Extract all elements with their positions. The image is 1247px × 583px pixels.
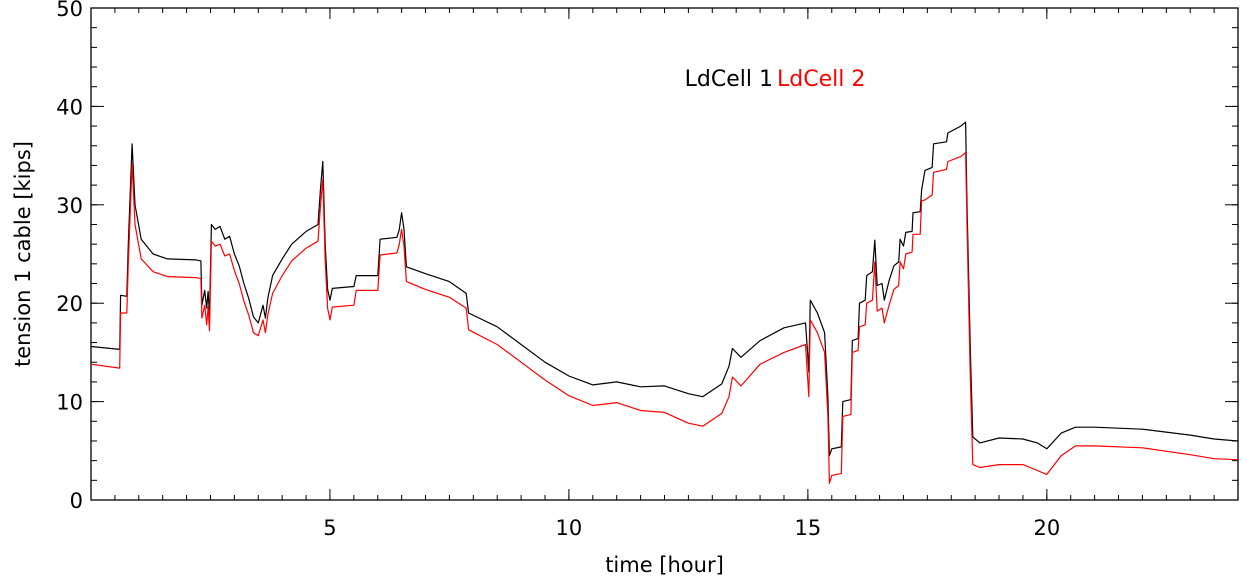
x-tick-label: 20: [1033, 516, 1060, 540]
y-tick-label: 50: [56, 0, 83, 21]
y-axis-title: tension 1 cable [kips]: [11, 141, 35, 367]
plot-frame: [90, 7, 1239, 501]
x-tick-label: 5: [323, 516, 336, 540]
plot-area: [90, 7, 1239, 501]
series-line-2: [90, 152, 1239, 484]
major-ticks: [91, 7, 1238, 501]
x-tick-labels: 5 10 15 20: [323, 516, 1060, 540]
y-tick-label: 20: [56, 292, 83, 316]
series-line-1: [90, 121, 1239, 457]
minor-ticks: [91, 8, 1238, 500]
y-tick-label: 10: [56, 391, 83, 415]
y-tick-label: 0: [70, 489, 83, 513]
x-axis-title: time [hour]: [605, 553, 724, 577]
y-tick-labels: 0 10 20 30 40 50: [56, 0, 83, 513]
legend-label-ldcell-1: LdCell 1: [685, 67, 773, 92]
x-tick-label: 15: [795, 516, 822, 540]
y-tick-label: 30: [56, 194, 83, 218]
y-tick-label: 40: [56, 95, 83, 119]
legend-label-ldcell-2: LdCell 2: [777, 67, 865, 92]
x-tick-label: 10: [556, 516, 583, 540]
series-lines: [90, 121, 1239, 484]
legend: LdCell 1 LdCell 2: [685, 67, 866, 92]
